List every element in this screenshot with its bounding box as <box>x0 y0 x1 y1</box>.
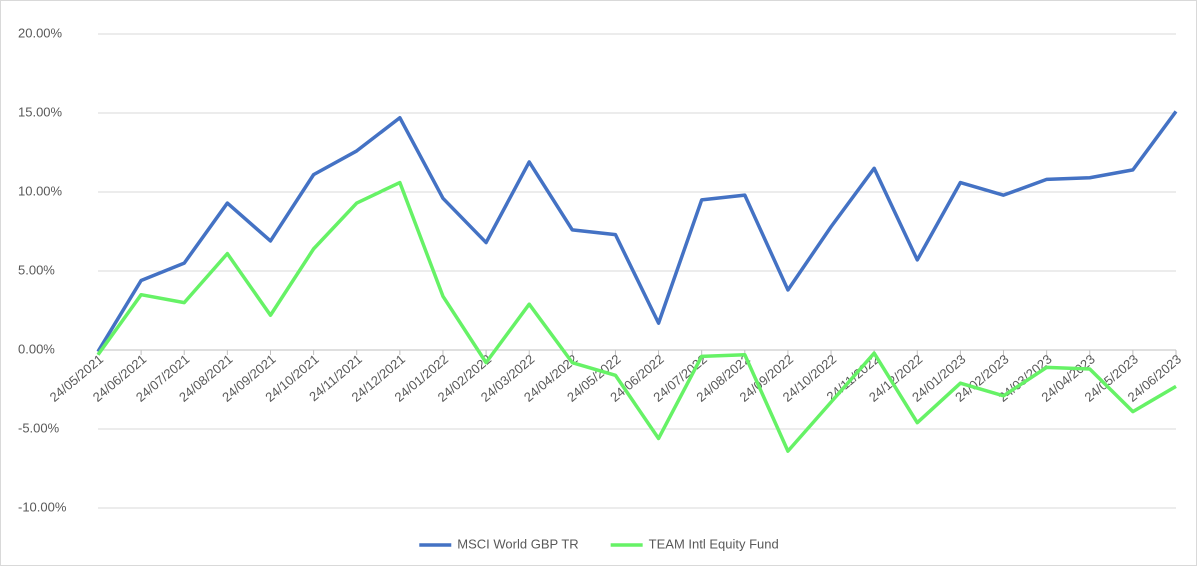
legend-label: TEAM Intl Equity Fund <box>649 536 779 551</box>
series-line <box>96 180 1177 453</box>
y-tick-label: 20.00% <box>18 25 63 40</box>
y-tick-label: 5.00% <box>18 262 55 277</box>
legend-label: MSCI World GBP TR <box>457 536 578 551</box>
y-tick-label: -10.00% <box>18 499 67 514</box>
legend: MSCI World GBP TR TEAM Intl Equity Fund <box>419 536 779 551</box>
y-tick-label: -5.00% <box>18 420 60 435</box>
series-line <box>96 110 1178 353</box>
y-tick-label: 10.00% <box>18 183 63 198</box>
y-tick-label: 0.00% <box>18 341 55 356</box>
y-tick-label: 15.00% <box>18 104 63 119</box>
